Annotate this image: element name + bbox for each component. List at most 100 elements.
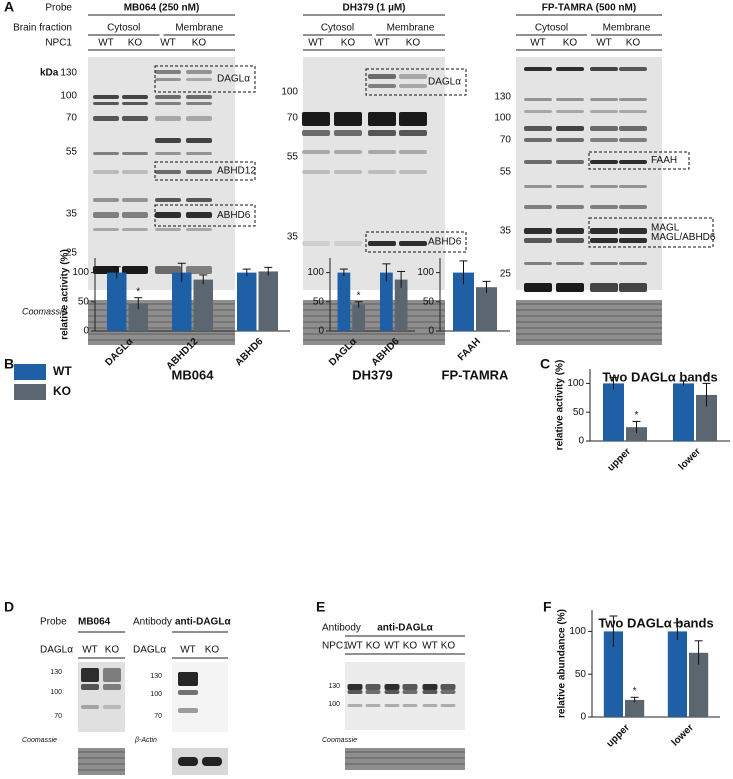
gel-band [155, 266, 181, 274]
highlight-box [588, 217, 714, 248]
chart-title: FP-TAMRA [442, 367, 510, 382]
gel-band [556, 67, 584, 71]
gel-band [186, 116, 212, 121]
genotype-label: WT [596, 38, 612, 49]
gel-band [399, 170, 427, 174]
bar [667, 631, 687, 717]
gel-band [524, 185, 552, 188]
legend-label: KO [53, 384, 71, 398]
fraction-label: Membrane [387, 23, 435, 34]
gel-band [590, 262, 618, 265]
y-tick-label: 100 [417, 267, 434, 278]
marker-label: 35 [500, 226, 512, 237]
gel-band [619, 262, 647, 265]
gel-band [347, 684, 363, 690]
gel-band [402, 690, 418, 694]
gel-band [368, 74, 396, 79]
bar [128, 303, 148, 331]
band-label: MAGL [651, 222, 680, 233]
genotype-label: KO [105, 645, 120, 656]
panel-label: A [4, 0, 14, 15]
x-tick-label: ABHD6 [233, 336, 265, 368]
header: MB064 [78, 617, 111, 628]
genotype-label: WT [384, 641, 400, 652]
row-label: NPC1 [45, 38, 72, 49]
header-label: Antibody [133, 617, 172, 628]
marker-label: 70 [500, 135, 512, 146]
gel-band [384, 704, 400, 707]
genotype-label: WT [180, 645, 196, 656]
marker-label: 130 [150, 673, 162, 680]
gel-band [302, 130, 330, 136]
gel-band [556, 283, 584, 292]
genotype-label: WT [422, 641, 438, 652]
genotype-label: KO [205, 645, 220, 656]
marker-label: 55 [500, 167, 512, 178]
marker-label: 55 [287, 152, 299, 163]
loading-label: β-Actin [134, 737, 157, 744]
marker-label: 70 [66, 113, 78, 124]
gel-band [103, 684, 121, 690]
panel-label: C [540, 356, 550, 372]
gel-band [186, 102, 212, 105]
header-label: Antibody [322, 623, 361, 634]
fraction-label: Cytosol [535, 23, 568, 34]
gel-band [619, 98, 647, 101]
fraction-label: Membrane [603, 23, 651, 34]
gel-band [402, 704, 418, 707]
gel-band [422, 684, 438, 690]
gel-band [186, 212, 212, 218]
band-label: DAGLα [217, 74, 250, 85]
marker-label: 100 [50, 689, 62, 696]
marker-label: 100 [281, 87, 298, 98]
bar [476, 287, 497, 331]
x-tick-label: upper [606, 446, 633, 473]
genotype-label: KO [128, 38, 143, 49]
gel-band [155, 95, 181, 99]
gel-band [590, 185, 618, 188]
highlight-box [154, 161, 256, 181]
genotype-label: KO [626, 38, 641, 49]
gel-band [186, 70, 212, 74]
gel-band [384, 690, 400, 694]
gel-image [303, 57, 445, 290]
fraction-label: Cytosol [107, 23, 140, 34]
gel-band [178, 757, 198, 766]
y-tick-label: 0 [318, 326, 324, 337]
gel-band [399, 84, 427, 88]
gel-band [334, 241, 362, 246]
gel-band [524, 160, 552, 164]
marker-label: 55 [66, 147, 78, 158]
y-tick-label: 50 [573, 407, 585, 418]
marker-label: 130 [494, 92, 511, 103]
gel-band [440, 690, 456, 694]
fraction-label: Cytosol [321, 23, 354, 34]
band-label: MAGL/ABHD6 [651, 232, 716, 243]
gel-image [345, 662, 465, 730]
bar [696, 394, 717, 441]
gel-band [556, 110, 584, 113]
bar [689, 652, 709, 717]
gel-band [178, 690, 198, 695]
marker-label: 25 [500, 269, 512, 280]
band-label: ABHD12 [217, 166, 256, 177]
gel-band [103, 705, 121, 709]
loading-label: Coomassie [22, 737, 57, 744]
gel-band [590, 110, 618, 113]
marker-label: 100 [494, 113, 511, 124]
gel-band [93, 266, 119, 274]
legend-swatch [14, 364, 46, 380]
gel-band [122, 152, 148, 155]
band-label: DAGLα [428, 77, 461, 88]
bar [625, 699, 645, 717]
marker-label: 70 [154, 713, 162, 720]
gel-band [334, 170, 362, 174]
gel-band [347, 704, 363, 707]
significance: * [705, 372, 709, 383]
gel-band [103, 668, 121, 682]
bar [193, 279, 213, 331]
marker-label: 100 [150, 691, 162, 698]
marker-label: 70 [54, 713, 62, 720]
panel-label: E [316, 599, 325, 615]
gel-band [155, 212, 181, 218]
